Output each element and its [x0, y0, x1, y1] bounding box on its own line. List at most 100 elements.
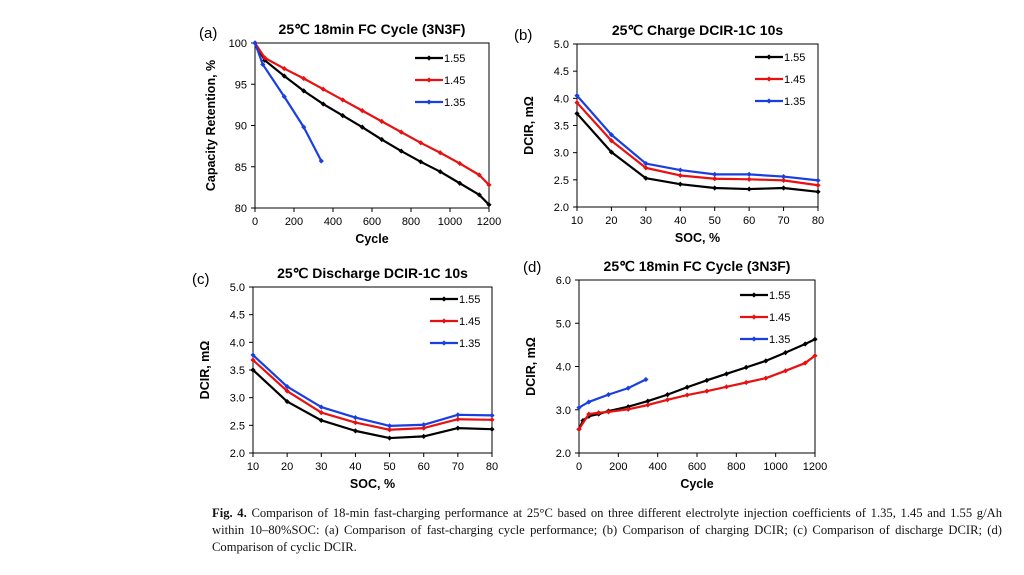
panel-b-legend-label: 1.35 [784, 96, 805, 108]
panel-d-y-tick-label: 4.0 [556, 362, 571, 374]
panel-b-x-axis-label: SOC, % [675, 231, 720, 245]
panel-c-legend-marker [441, 318, 447, 324]
panel-b-legend-marker [766, 54, 772, 60]
panel-d-y-axis-label: DCIR, mΩ [524, 337, 538, 396]
panel-a-x-tick-label: 1000 [438, 216, 462, 228]
panel-d-data-point [684, 384, 690, 390]
panel-a-data-point [379, 118, 385, 124]
panel-b-plot-frame [576, 43, 819, 208]
panel-b-data-point [608, 149, 615, 155]
panel-b-data-point [608, 138, 615, 144]
panel-c-data-point [455, 412, 461, 418]
panel-a-data-point [398, 148, 404, 154]
panel-b-series-line-1.55 [576, 112, 819, 193]
panel-d-data-point [812, 336, 818, 342]
panel-a-y-tick-label: 85 [235, 162, 247, 174]
panel-a-data-point [486, 182, 492, 188]
panel-b-data-point [815, 182, 821, 188]
panel-b-y-tick-label: 5.0 [554, 39, 569, 51]
panel-a-x-tick-label: 600 [363, 216, 381, 228]
panel-c-legend-marker [441, 296, 447, 302]
panel-c-series-line-1.35 [252, 354, 493, 427]
panel-d-legend-marker [751, 314, 757, 320]
panel-c-data-point [352, 428, 359, 434]
panel-c-data-point [352, 414, 359, 421]
panel-a-data-point [252, 40, 258, 46]
panel-a-legend-label: 1.55 [444, 53, 465, 65]
panel-d-title: 25℃ 18min FC Cycle (3N3F) [604, 258, 791, 274]
panel-b-data-point [643, 165, 649, 171]
panel-d-data-point [576, 404, 582, 411]
panel-c-data-point [250, 352, 256, 358]
panel-a-data-point [281, 73, 287, 79]
panel-b-data-point [746, 176, 752, 182]
panel-b-x-tick-label: 20 [605, 215, 617, 227]
panel-d-data-point [704, 377, 710, 383]
panel-a-data-point [486, 202, 492, 208]
panel-a-data-point [476, 192, 482, 198]
panel-d-tag: (d) [523, 259, 541, 276]
panel-c-data-point [284, 384, 290, 390]
panel-b-data-point [712, 176, 718, 182]
panel-b-y-axis-label: DCIR, mΩ [522, 96, 536, 155]
panel-b-chart: (b) 25℃ Charge DCIR-1C 10s 10 20 30 40 50 60 70 8… [514, 22, 824, 245]
panel-b-y-tick-label: 3.5 [554, 121, 569, 133]
panel-d-y-tick-label: 2.0 [556, 448, 571, 460]
panel-d-data-point [782, 368, 789, 374]
panel-b-y-tick-label: 3.0 [554, 148, 569, 160]
panel-d-data-point [576, 426, 582, 432]
caption-text: Comparison of 18-min fast-charging perfo… [212, 506, 1002, 554]
panel-b-legend-marker [766, 98, 772, 104]
panel-c-series-line-1.55 [252, 369, 493, 440]
panel-d-data-point [763, 358, 769, 364]
panel-b-x-tick-label: 50 [709, 215, 721, 227]
panel-c-data-point [318, 404, 324, 410]
panel-b-data-point [643, 160, 649, 167]
panel-d-x-tick-label: 600 [688, 461, 706, 473]
panel-d-x-tick-label: 200 [609, 461, 627, 473]
panel-b-data-point [677, 172, 683, 179]
panel-d-data-point [723, 384, 730, 390]
panel-d-data-point [763, 375, 769, 381]
panel-d-x-axis-label: Cycle [680, 477, 713, 491]
panel-d-data-point [782, 350, 789, 356]
panel-d-data-point [596, 410, 602, 416]
panel-d-y-tick-label: 5.0 [556, 318, 571, 330]
panel-b-data-point [574, 93, 580, 99]
panel-a-data-point [457, 180, 463, 186]
panel-c-data-point [455, 425, 461, 431]
panel-c-legend-label: 1.55 [459, 294, 480, 306]
panel-d-data-point [605, 392, 612, 398]
panel-d-data-point [812, 353, 818, 359]
panel-a-data-point [437, 150, 443, 156]
panel-c-x-tick-label: 80 [486, 461, 498, 473]
panel-a-y-tick-label: 90 [235, 121, 247, 133]
panel-c-tag: (c) [192, 271, 210, 288]
panel-c-data-point [489, 426, 495, 432]
panel-b-data-point [643, 175, 649, 181]
panel-a-data-point [260, 61, 266, 68]
panel-a-data-point [262, 55, 268, 61]
panel-c-y-tick-label: 3.5 [230, 365, 245, 377]
panel-a-data-point [301, 88, 307, 94]
panel-c-data-point [421, 422, 427, 428]
panel-d-legend-marker [751, 292, 757, 298]
panel-b-data-point [608, 132, 615, 138]
panel-a-tag: (a) [199, 25, 217, 42]
panel-a-y-tick-label: 100 [229, 38, 247, 50]
panel-c-x-tick-label: 20 [281, 461, 293, 473]
panel-c-x-tick-label: 30 [315, 461, 327, 473]
panel-a-x-tick-label: 200 [285, 216, 303, 228]
panel-d-data-point [645, 402, 651, 408]
panel-d-y-tick-label: 3.0 [556, 405, 571, 417]
panel-a-y-tick-label: 80 [235, 203, 247, 215]
panel-a-data-point [418, 159, 424, 165]
panel-a-x-tick-label: 0 [252, 216, 258, 228]
panel-c-title: 25℃ Discharge DCIR-1C 10s [277, 265, 468, 281]
panel-a-data-point [398, 129, 404, 135]
panel-b-y-tick-label: 4.5 [554, 66, 569, 78]
panel-c-data-point [489, 412, 495, 418]
panel-d-data-point [605, 409, 612, 415]
panel-c-y-tick-label: 5.0 [230, 282, 245, 294]
panel-c-x-tick-label: 60 [418, 461, 430, 473]
